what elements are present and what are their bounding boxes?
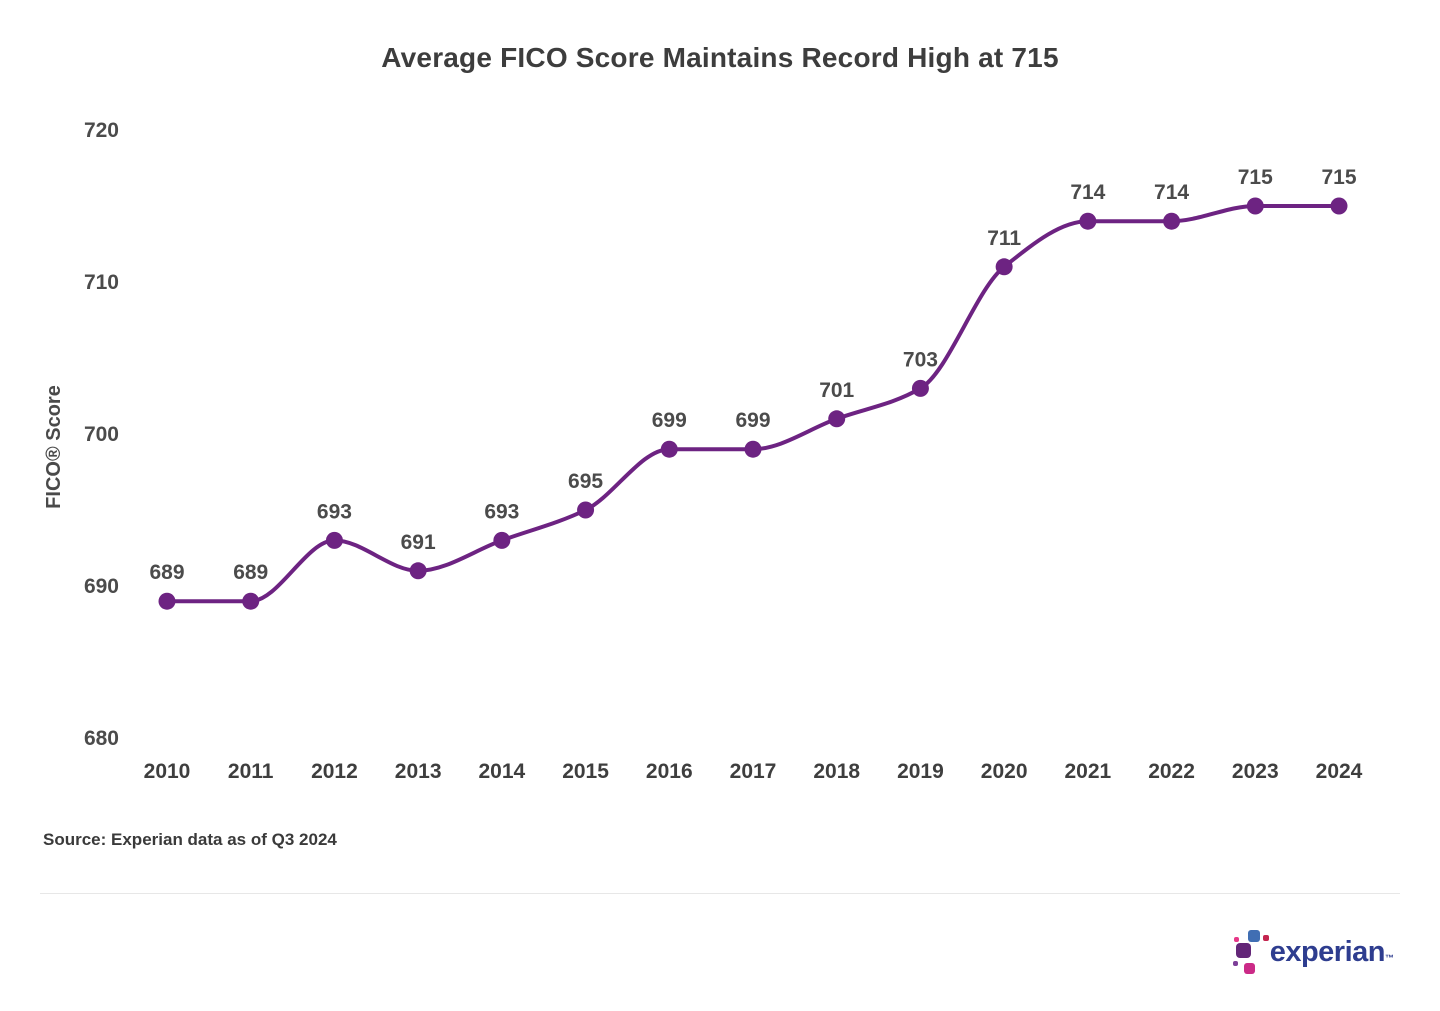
- trend-line: [165, 203, 1341, 604]
- logo-block-crimson: [1262, 935, 1269, 941]
- data-point-marker: [409, 562, 427, 580]
- experian-logo-mark-icon: [1232, 928, 1270, 976]
- x-tick-label: 2019: [897, 760, 944, 783]
- x-tick-label: 2024: [1316, 760, 1363, 783]
- data-point-label: 699: [735, 409, 770, 432]
- data-point-label: 689: [233, 561, 268, 584]
- y-axis-title: FICO® Score: [43, 385, 65, 509]
- y-tick-label: 680: [84, 727, 119, 750]
- data-point-marker: [1330, 197, 1348, 215]
- x-tick-label: 2012: [311, 760, 358, 783]
- data-point-marker: [995, 258, 1013, 276]
- y-tick-label: 720: [84, 119, 119, 142]
- data-point-marker: [660, 440, 678, 458]
- x-tick-label: 2013: [395, 760, 442, 783]
- data-point-label: 701: [819, 379, 854, 402]
- data-point-label: 703: [903, 348, 938, 371]
- data-point-marker: [577, 501, 595, 519]
- data-point-marker: [242, 592, 260, 610]
- x-tick-label: 2022: [1148, 760, 1195, 783]
- x-tick-label: 2017: [730, 760, 777, 783]
- logo-block-violet: [1232, 961, 1238, 966]
- data-point-marker: [911, 379, 929, 397]
- data-point-marker: [744, 440, 762, 458]
- data-point-label: 693: [317, 500, 352, 523]
- logo-block-magenta: [1243, 963, 1255, 974]
- chart-title: Average FICO Score Maintains Record High…: [381, 42, 1059, 73]
- data-point-marker: [1246, 197, 1264, 215]
- data-point-marker: [828, 410, 846, 428]
- data-point-marker: [325, 531, 343, 549]
- data-point-label: 695: [568, 470, 603, 493]
- experian-wordmark-text: experian: [1269, 936, 1386, 968]
- x-tick-label: 2020: [981, 760, 1028, 783]
- data-point-label: 689: [149, 561, 184, 584]
- x-tick-label: 2018: [813, 760, 860, 783]
- y-tick-label: 690: [84, 575, 119, 598]
- data-point-label: 711: [987, 227, 1021, 250]
- trademark-symbol: ™: [1385, 953, 1394, 963]
- data-point-label: 693: [484, 500, 519, 523]
- data-point-marker: [493, 531, 511, 549]
- x-tick-label: 2016: [646, 760, 693, 783]
- logo-block-pink: [1233, 937, 1239, 942]
- logo-block-purple: [1235, 943, 1251, 958]
- footer-divider: [40, 893, 1400, 894]
- x-tick-label: 2011: [228, 760, 274, 783]
- source-note: Source: Experian data as of Q3 2024: [43, 830, 337, 849]
- data-point-marker: [158, 592, 176, 610]
- data-point-label: 715: [1321, 166, 1356, 189]
- data-point-label: 715: [1238, 166, 1273, 189]
- x-tick-label: 2021: [1064, 760, 1111, 783]
- data-point-marker: [1079, 212, 1097, 230]
- y-tick-label: 710: [84, 271, 119, 294]
- data-point-label: 699: [652, 409, 687, 432]
- experian-wordmark: experian™: [1270, 928, 1394, 982]
- y-tick-label: 700: [84, 423, 119, 446]
- x-tick-label: 2014: [478, 760, 525, 783]
- data-point-label: 714: [1070, 181, 1105, 204]
- logo-block-blue: [1247, 930, 1260, 942]
- x-tick-label: 2015: [562, 760, 609, 783]
- data-point-marker: [1163, 212, 1181, 230]
- x-tick-label: 2023: [1232, 760, 1279, 783]
- data-point-label: 691: [401, 531, 436, 554]
- data-point-label: 714: [1154, 181, 1189, 204]
- x-tick-label: 2010: [144, 760, 191, 783]
- experian-logo: experian™: [1232, 928, 1394, 982]
